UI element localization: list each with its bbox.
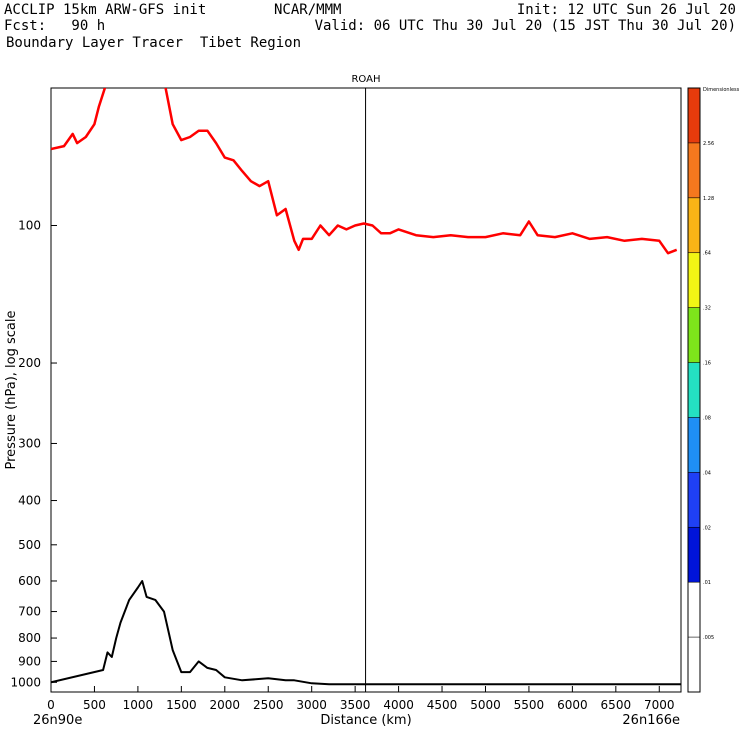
y-tick-label: 200 xyxy=(18,356,41,370)
y-tick-label: 800 xyxy=(18,631,41,645)
colorbar-level-label: .04 xyxy=(703,470,711,476)
x-tick-label: 4500 xyxy=(427,698,458,712)
y-axis-label: Pressure (hPa), log scale xyxy=(4,311,19,470)
header-field: Boundary Layer Tracer Tibet Region xyxy=(6,35,302,51)
colorbar-level-label: .64 xyxy=(703,251,711,257)
colorbar-swatch xyxy=(688,472,700,528)
contour-region-0 xyxy=(51,269,325,684)
colorbar-swatch xyxy=(688,252,700,308)
header-init: Init: 12 UTC Sun 26 Jul 20 xyxy=(516,2,736,18)
x-tick-label: 6000 xyxy=(557,698,588,712)
colorbar-level-label: .32 xyxy=(703,306,711,312)
y-tick-label: 100 xyxy=(18,219,41,233)
right-endpoint-label: 26n166e xyxy=(622,713,680,728)
tropopause-line xyxy=(51,88,678,255)
y-axis-ticks: 100 200 300 400 500 600 700 800 900 1000 xyxy=(10,219,57,689)
x-tick-label: 3500 xyxy=(340,698,371,712)
colorbar-level-label: .16 xyxy=(703,361,711,367)
x-tick-label: 4000 xyxy=(383,698,414,712)
y-tick-label: 600 xyxy=(18,574,41,588)
y-tick-label: 300 xyxy=(18,436,41,450)
colorbar-level-label: .005 xyxy=(703,635,714,641)
header-fcst: Fcst: 90 h xyxy=(4,18,106,34)
tracer-contour-fill xyxy=(51,269,325,684)
colorbar-swatch xyxy=(688,362,700,418)
x-tick-label: 5000 xyxy=(470,698,501,712)
colorbar: 2.56 1.28 .64 .32 .16 .08 .04 .02 .01 .005 Dimensi… xyxy=(687,87,740,693)
colorbar-level-label: 2.56 xyxy=(703,141,714,147)
colorbar-title: Dimensionless xyxy=(703,87,740,93)
y-tick-label: 1000 xyxy=(10,675,41,689)
terrain-line xyxy=(51,580,681,686)
header-org: NCAR/MMM xyxy=(274,2,342,18)
x-tick-label: 7000 xyxy=(644,698,675,712)
header-model: ACCLIP 15km ARW-GFS init xyxy=(4,2,207,18)
x-axis-label: Distance (km) xyxy=(320,713,411,728)
colorbar-swatch xyxy=(688,88,700,143)
colorbar-swatch xyxy=(688,197,700,253)
x-tick-label: 1500 xyxy=(166,698,197,712)
left-endpoint-label: 26n90e xyxy=(33,713,82,728)
colorbar-swatch xyxy=(688,142,700,198)
x-tick-label: 1000 xyxy=(123,698,154,712)
x-tick-label: 2000 xyxy=(210,698,241,712)
x-axis-ticks: 0 500 1000 1500 2000 2500 3000 3500 4000 4500 5000… xyxy=(47,686,675,712)
header-valid: Valid: 06 UTC Thu 30 Jul 20 (15 JST Thu … xyxy=(314,18,736,34)
colorbar-level-label: .08 xyxy=(703,415,711,421)
colorbar-swatch xyxy=(688,582,700,638)
x-tick-label: 5500 xyxy=(514,698,545,712)
x-tick-label: 500 xyxy=(83,698,106,712)
colorbar-swatch xyxy=(688,637,700,692)
chart-title: ROAH xyxy=(351,74,380,85)
y-tick-label: 900 xyxy=(18,654,41,668)
colorbar-level-label: .02 xyxy=(703,525,711,531)
colorbar-swatch xyxy=(688,417,700,473)
x-tick-label: 3000 xyxy=(296,698,327,712)
y-tick-label: 700 xyxy=(18,605,41,619)
colorbar-frame xyxy=(687,87,701,693)
x-tick-label: 0 xyxy=(47,698,55,712)
colorbar-swatch xyxy=(688,307,700,363)
x-tick-label: 2500 xyxy=(253,698,284,712)
colorbar-level-label: 1.28 xyxy=(703,196,714,202)
colorbar-level-label: .01 xyxy=(703,580,711,586)
colorbar-swatch xyxy=(688,527,700,583)
x-tick-label: 6500 xyxy=(601,698,632,712)
y-tick-label: 500 xyxy=(18,538,41,552)
y-tick-label: 400 xyxy=(18,494,41,508)
